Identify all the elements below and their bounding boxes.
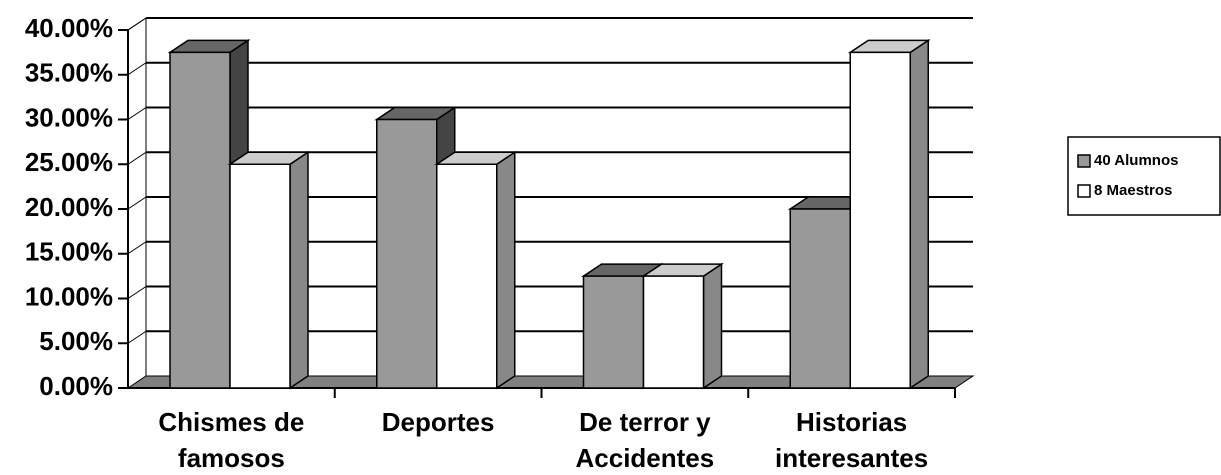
x-tick-label: Chismes de famosos (158, 407, 305, 473)
y-tick-label: 40.00% (25, 13, 113, 43)
x-tick-label: De terror y Accidentes (575, 407, 715, 473)
y-tick-label: 35.00% (25, 58, 113, 88)
bar (434, 150, 518, 390)
legend-label: 8 Maestros (1094, 182, 1172, 199)
bar-front (582, 275, 645, 389)
bar-front (789, 208, 851, 389)
bar-front (849, 51, 911, 389)
legend-label: 40 Alumnos (1094, 152, 1178, 169)
y-tick-label: 0.00% (39, 371, 113, 401)
y-tick-label: 10.00% (25, 281, 113, 311)
legend-swatch (1077, 154, 1091, 168)
grid-diag (127, 17, 147, 31)
grid-diag (127, 241, 147, 255)
bar-side (496, 150, 516, 390)
bar (641, 262, 724, 390)
x-tick-label: Historias interesantes (775, 407, 929, 473)
grid-diag (127, 196, 147, 210)
bar-front (169, 51, 231, 389)
grid-diag (127, 151, 147, 165)
bar-side (702, 262, 723, 390)
bar-side (289, 150, 309, 390)
x-tick-label: Deportes (381, 407, 495, 437)
y-tick-label: 15.00% (25, 237, 113, 267)
bar-front (642, 275, 705, 389)
grid-diag (127, 107, 147, 120)
y-tick-label: 20.00% (25, 192, 113, 222)
bar-side (909, 38, 929, 390)
bar-front (436, 163, 498, 389)
bar-front (376, 118, 438, 389)
bar-front (229, 163, 291, 389)
y-tick-label: 30.00% (25, 102, 113, 132)
bar (227, 150, 311, 390)
legend-swatch (1077, 184, 1091, 198)
y-tick-label: 25.00% (25, 147, 113, 177)
bar (847, 38, 931, 390)
legend-box (1067, 136, 1221, 216)
grid-diag (127, 62, 147, 76)
grid-diag (127, 330, 147, 344)
grid-diag (127, 286, 147, 299)
y-tick-label: 5.00% (39, 326, 113, 356)
